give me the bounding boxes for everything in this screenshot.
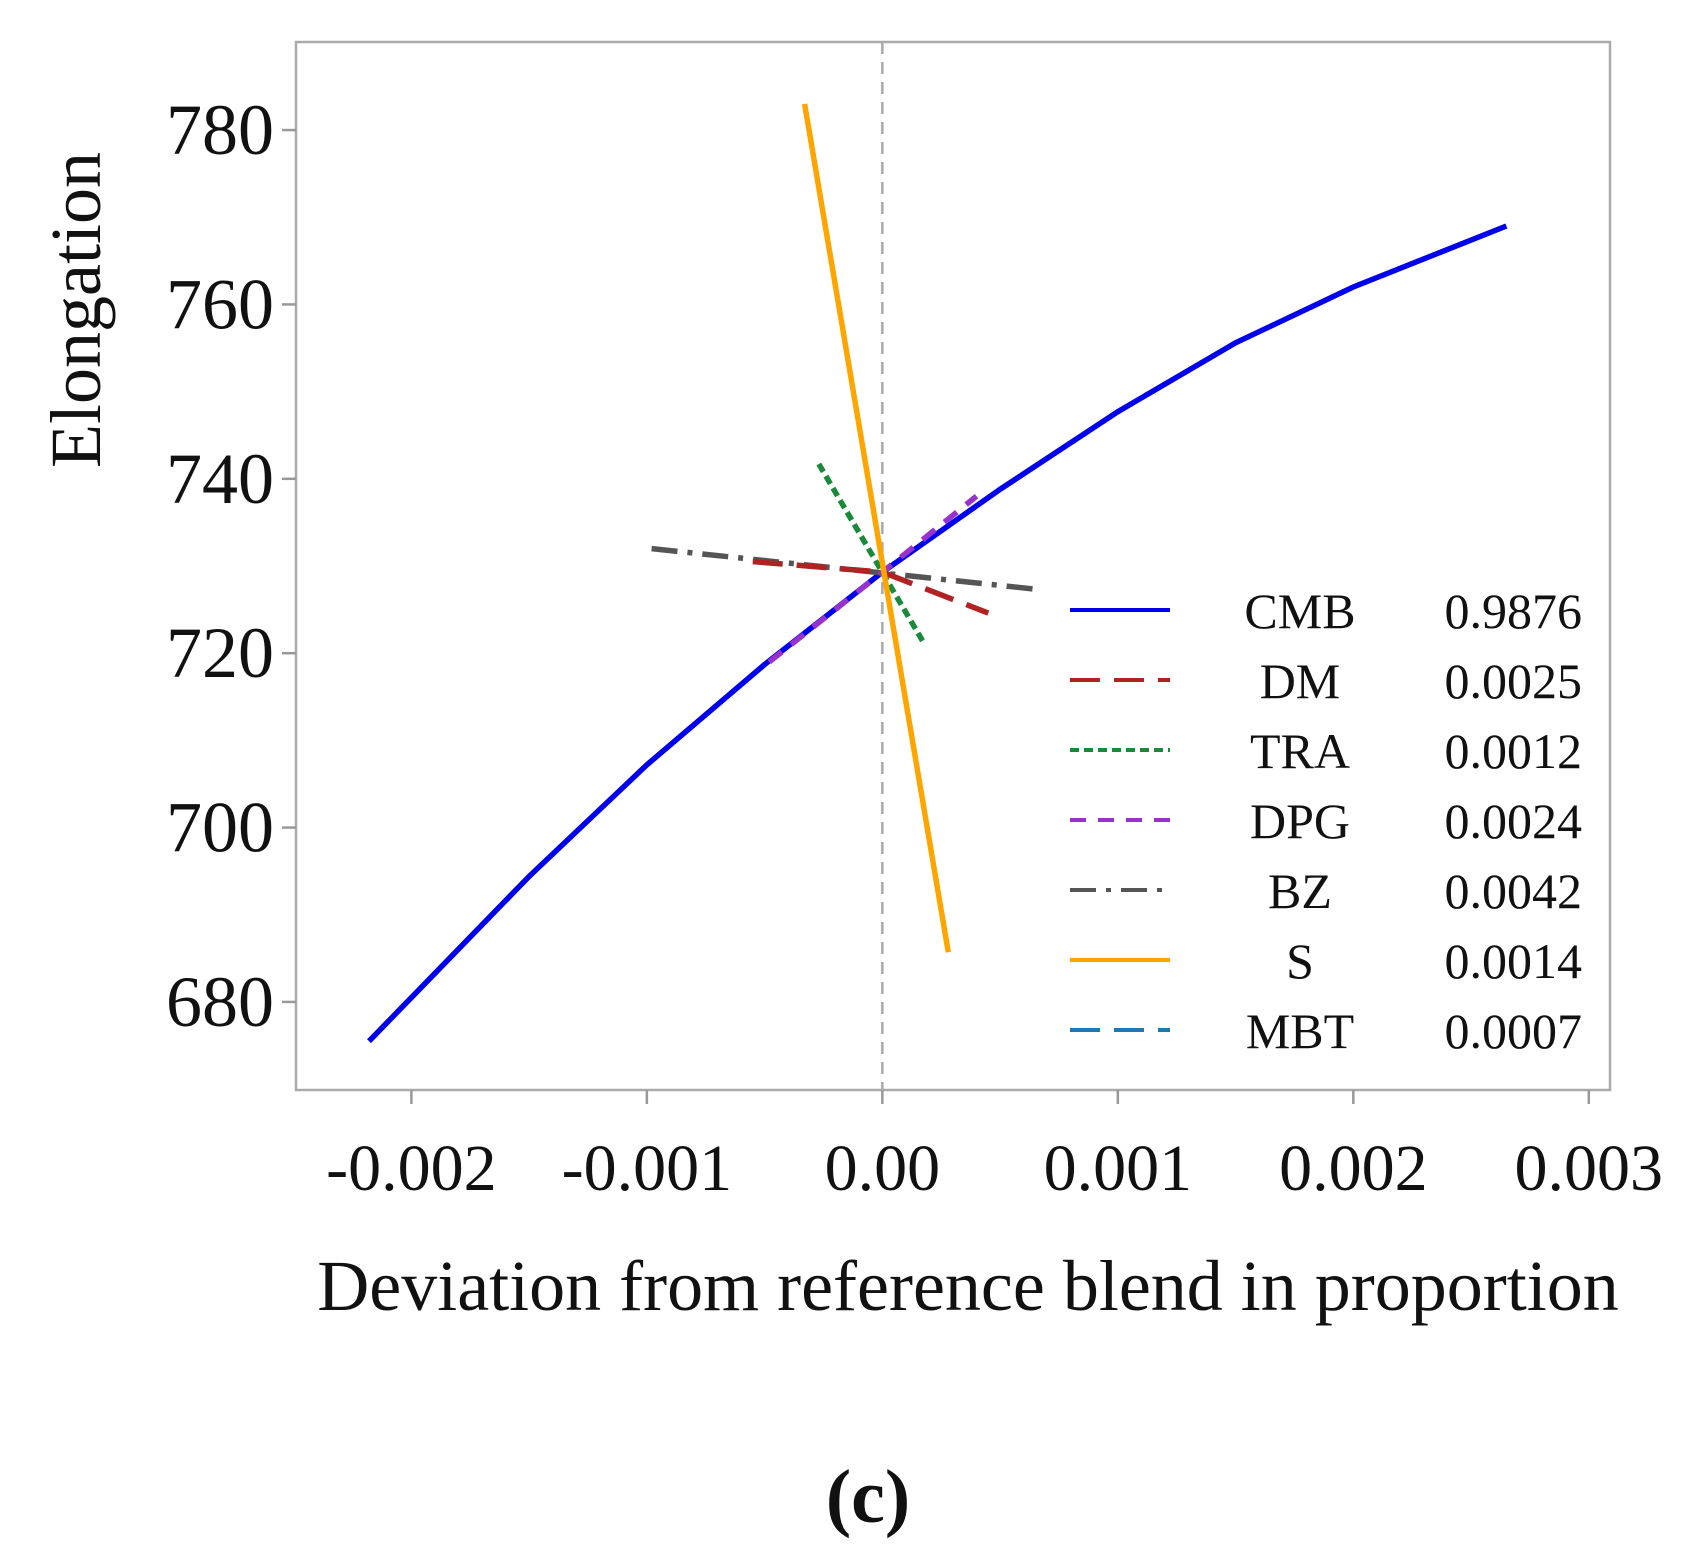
x-tick-label: -0.002: [326, 1132, 496, 1205]
y-tick-label: 700: [166, 788, 274, 868]
legend-label-mbt: MBT: [1246, 1003, 1354, 1059]
series-line-cmb: [367, 223, 1508, 1044]
series-layer: [367, 103, 1508, 1044]
legend-value-s: 0.0014: [1445, 933, 1583, 989]
plot-frame: [294, 40, 1612, 1092]
x-tick-label: -0.001: [562, 1132, 732, 1205]
y-tick-label: 680: [166, 962, 274, 1042]
legend-value-mbt: 0.0007: [1445, 1003, 1583, 1059]
x-axis: -0.002 -0.001 0.00 0.001 0.002 0.003: [326, 1090, 1663, 1205]
legend-value-tra: 0.0012: [1445, 723, 1583, 779]
y-tick-label: 760: [166, 264, 274, 344]
figure-caption: (c): [826, 1455, 910, 1539]
x-tick-label: 0.00: [825, 1132, 941, 1205]
y-tick-label: 780: [166, 90, 274, 170]
legend-value-bz: 0.0042: [1445, 863, 1583, 919]
x-tick-label: 0.002: [1279, 1132, 1428, 1205]
x-tick-label: 0.003: [1515, 1132, 1664, 1205]
y-axis-label: Elongation: [36, 152, 116, 468]
series-line-dm: [752, 558, 990, 616]
y-axis: 680 700 720 740 760 780: [166, 90, 296, 1042]
series-line-tra: [816, 462, 928, 646]
legend-label-bz: BZ: [1268, 863, 1332, 919]
legend-label-dpg: DPG: [1250, 793, 1350, 849]
x-axis-label: Deviation from reference blend in propor…: [317, 1246, 1619, 1326]
series-line-s: [801, 103, 952, 953]
legend-label-cmb: CMB: [1244, 583, 1355, 639]
series-line-bz: [651, 545, 1048, 594]
y-tick-label: 740: [166, 439, 274, 519]
legend-value-dpg: 0.0024: [1445, 793, 1583, 849]
legend-label-s: S: [1286, 933, 1314, 989]
legend-label-dm: DM: [1260, 653, 1341, 709]
legend-value-dm: 0.0025: [1445, 653, 1583, 709]
legend-label-tra: TRA: [1250, 723, 1350, 779]
y-tick-label: 720: [166, 613, 274, 693]
legend-value-cmb: 0.9876: [1445, 583, 1583, 639]
x-tick-label: 0.001: [1044, 1132, 1193, 1205]
legend: CMB 0.9876 DM 0.0025 TRA 0.0012 DPG 0.0024 BZ 0.0…: [1040, 578, 1596, 1066]
